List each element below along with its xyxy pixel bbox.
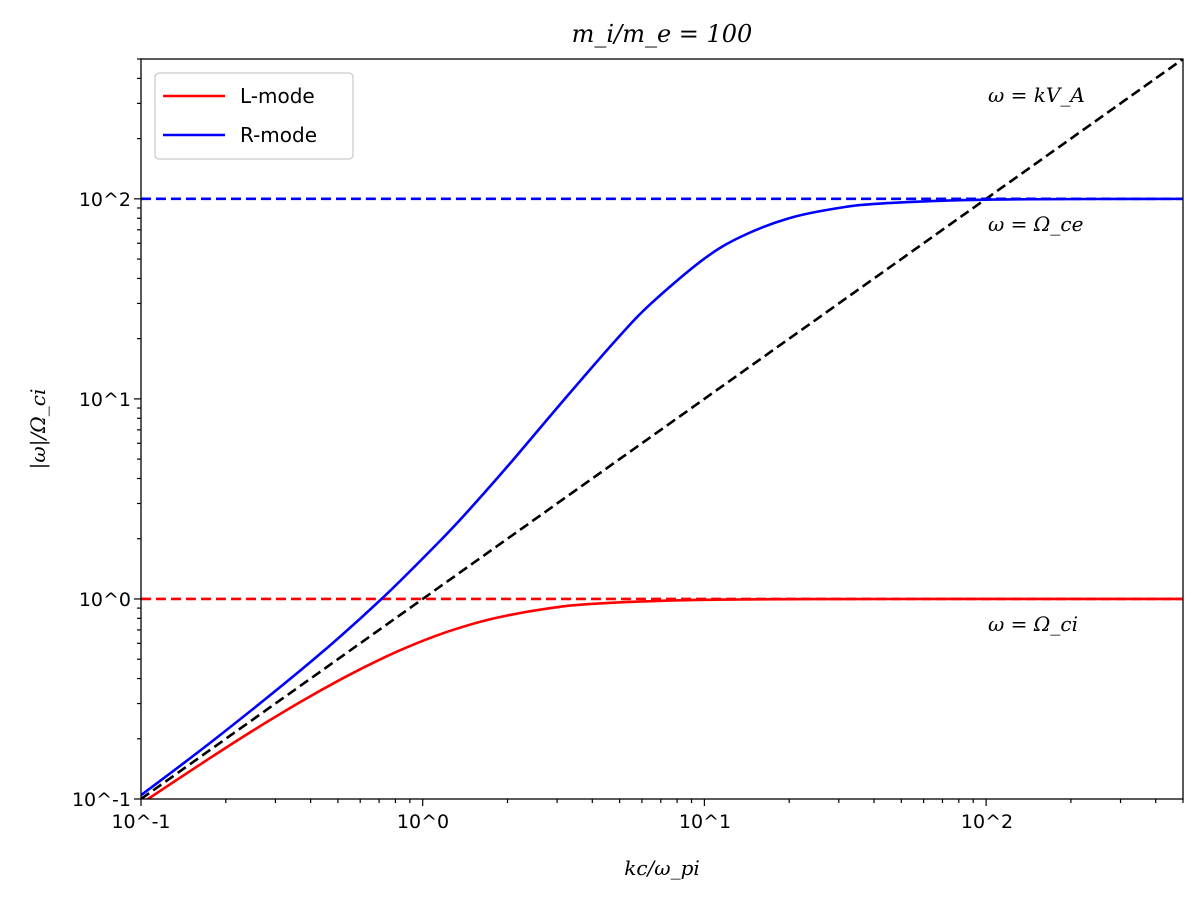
series-kv-a-line bbox=[141, 59, 1183, 799]
legend-entry-label: L-mode bbox=[240, 84, 315, 108]
annotation-label: ω = Ω_ci bbox=[988, 612, 1078, 636]
y-axis-label: |ω|/Ω_ci bbox=[26, 389, 51, 470]
x-tick-label: 10^1 bbox=[679, 811, 731, 833]
annotation-label: ω = Ω_ce bbox=[988, 212, 1083, 236]
axis-ticks bbox=[134, 58, 1184, 806]
plot-frame bbox=[140, 58, 1184, 800]
legend-box bbox=[154, 72, 354, 160]
chart-title: m_i/m_e = 100 bbox=[572, 20, 753, 48]
chart-text: m_i/m_e = 100 kc/ω_pi |ω|/Ω_ci 10^-1 10^… bbox=[26, 20, 1085, 880]
series-l-mode-line bbox=[145, 597, 1183, 799]
y-tick-label: 10^2 bbox=[79, 189, 131, 211]
x-tick-label: 10^-1 bbox=[111, 811, 170, 833]
x-tick-label: 10^0 bbox=[397, 811, 449, 833]
x-axis-label: kc/ω_pi bbox=[624, 856, 700, 880]
legend-entry-label: R-mode bbox=[240, 123, 317, 147]
y-tick-label: 10^0 bbox=[79, 589, 131, 611]
y-tick-label: 10^-1 bbox=[72, 789, 131, 811]
plot-series bbox=[141, 59, 1183, 799]
y-tick-label: 10^1 bbox=[79, 389, 131, 411]
annotation-label: ω = kV_A bbox=[988, 83, 1085, 107]
legend: L-mode R-mode bbox=[154, 72, 354, 160]
x-tick-label: 10^2 bbox=[961, 811, 1013, 833]
series-r-mode-line bbox=[141, 197, 1183, 797]
